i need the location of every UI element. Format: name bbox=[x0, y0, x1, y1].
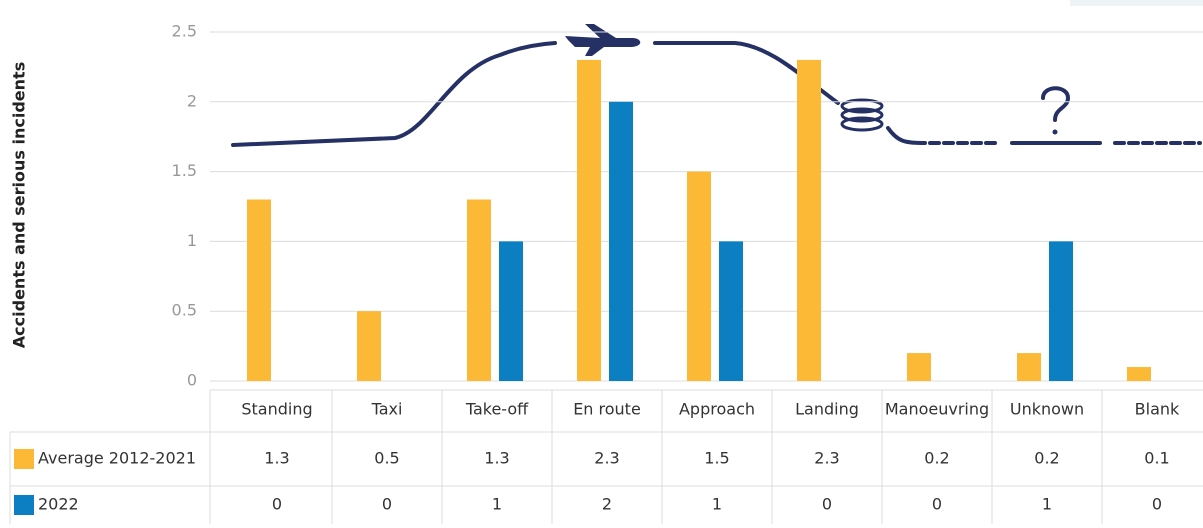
y-tick-label: 2.5 bbox=[172, 22, 197, 41]
bar bbox=[797, 59, 821, 382]
table-value: 1.3 bbox=[264, 449, 289, 468]
table-value: 2 bbox=[602, 495, 612, 514]
bar bbox=[687, 171, 711, 381]
y-tick-label: 1 bbox=[187, 231, 197, 250]
flight-path-illustration bbox=[231, 41, 1202, 147]
x-tick-label: Landing bbox=[795, 400, 859, 419]
table-value: 0.2 bbox=[924, 449, 949, 468]
legend-label: 2022 bbox=[38, 495, 79, 514]
table-value: 1 bbox=[492, 495, 502, 514]
bar bbox=[577, 59, 601, 382]
table-value: 1.5 bbox=[704, 449, 729, 468]
question-dot bbox=[1052, 129, 1058, 135]
x-tick-label: Take-off bbox=[465, 400, 529, 419]
table-value: 0 bbox=[932, 495, 942, 514]
bar bbox=[247, 199, 271, 381]
data-table: Average 2012-2021 2022 Standing 1.3 0 Taxi 0.5… bbox=[9, 389, 1203, 524]
corner-tab bbox=[1070, 0, 1203, 6]
bar bbox=[609, 101, 633, 382]
bar bbox=[357, 311, 381, 381]
table-value: 0.1 bbox=[1144, 449, 1169, 468]
legend-swatch bbox=[14, 495, 34, 515]
table-value: 0.2 bbox=[1034, 449, 1059, 468]
table-value: 0 bbox=[822, 495, 832, 514]
x-tick-label: En route bbox=[573, 400, 641, 419]
x-tick-label: Standing bbox=[241, 400, 312, 419]
x-tick-label: Manoeuvring bbox=[885, 400, 989, 419]
question-mark bbox=[1041, 86, 1071, 122]
table-value: 0 bbox=[382, 495, 392, 514]
bar bbox=[467, 199, 491, 381]
x-tick-label: Approach bbox=[679, 400, 755, 419]
bar bbox=[907, 353, 931, 381]
y-tick-label: 1.5 bbox=[172, 161, 197, 180]
table-value: 0.5 bbox=[374, 449, 399, 468]
bar bbox=[719, 241, 743, 381]
bar bbox=[1127, 367, 1151, 381]
flight-line bbox=[231, 41, 557, 147]
y-tick-label: 0 bbox=[187, 371, 197, 390]
table-value: 0 bbox=[272, 495, 282, 514]
table-value: 2.3 bbox=[594, 449, 619, 468]
table-value: 1 bbox=[712, 495, 722, 514]
y-tick-label: 0.5 bbox=[172, 301, 197, 320]
legend-label: Average 2012-2021 bbox=[38, 449, 196, 468]
bar bbox=[1049, 241, 1073, 381]
y-axis-title: Accidents and serious incidents bbox=[10, 62, 29, 348]
table-value: 1.3 bbox=[484, 449, 509, 468]
airplane-icon bbox=[565, 24, 641, 50]
legend-swatch bbox=[14, 449, 34, 469]
x-tick-label: Taxi bbox=[371, 400, 403, 419]
airplane-wing bbox=[585, 47, 604, 56]
bar bbox=[1017, 353, 1041, 381]
y-tick-label: 2 bbox=[187, 91, 197, 110]
table-value: 0 bbox=[1152, 495, 1162, 514]
holding-coil bbox=[840, 98, 884, 132]
x-tick-label: Unknown bbox=[1010, 400, 1084, 419]
x-tick-label: Blank bbox=[1135, 400, 1180, 419]
table-value: 1 bbox=[1042, 495, 1052, 514]
table-value: 2.3 bbox=[814, 449, 839, 468]
flight-line bbox=[886, 126, 927, 145]
flight-line bbox=[653, 41, 840, 105]
bar bbox=[499, 241, 523, 381]
